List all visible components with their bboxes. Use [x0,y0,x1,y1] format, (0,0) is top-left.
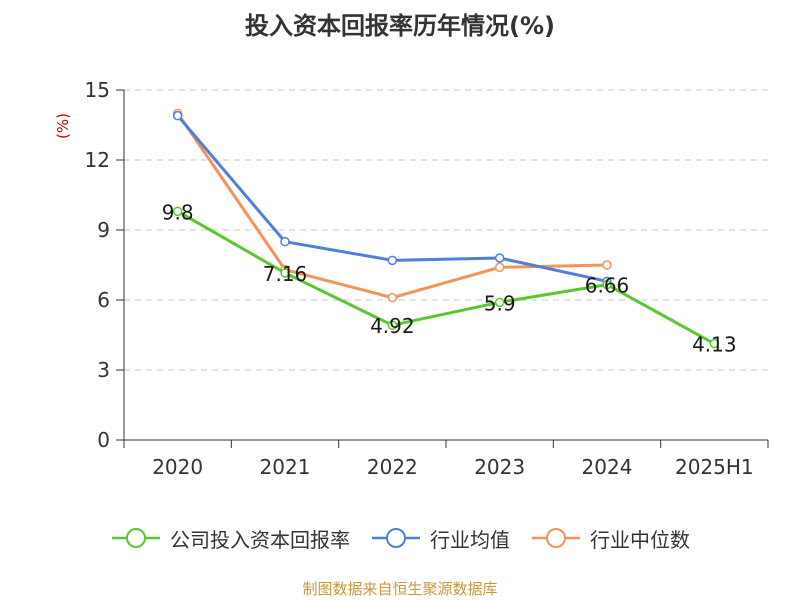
legend-label: 公司投入资本回报率 [170,527,350,552]
data-point [280,268,290,278]
legend-item-industry-median[interactable]: 行业中位数 [530,524,690,553]
x-tick-label: 2020 [152,455,203,479]
legend-marker-icon [372,528,420,548]
data-point [280,236,290,247]
data-label: 4.92 [370,314,415,338]
data-source-note: 制图数据来自恒生聚源数据库 [302,580,498,598]
y-tick-label: 0 [97,428,110,452]
data-label: 7.16 [263,262,308,286]
data-point [494,297,505,308]
data-point [709,338,720,349]
y-tick-label: 9 [97,218,110,242]
data-point [172,110,183,121]
x-tick-label: 2023 [474,455,525,479]
series-line [176,210,716,345]
x-tick-label: 2024 [582,455,633,479]
x-tick-label: 2022 [367,455,418,479]
series-line [176,112,608,300]
data-point [494,253,505,263]
data-label: 9.8 [162,200,194,224]
data-point [387,320,398,330]
data-labels: 9.8 7.16 4.92 5.9 6.66 4.13 [162,200,737,356]
y-tick-label: 3 [97,358,110,382]
data-point [172,206,183,217]
legend-item-company[interactable]: 公司投入资本回报率 [110,524,350,553]
y-axis-label: (%) [54,113,72,139]
chart-legend: 公司投入资本回报率 行业均值 行业中位数 [0,518,800,558]
grid-lines [124,89,768,371]
legend-marker-icon [532,528,580,548]
data-point [602,279,612,290]
legend-item-industry-mean[interactable]: 行业均值 [370,524,510,553]
legend-label: 行业均值 [430,527,510,552]
data-point [387,292,398,303]
x-tick-label: 2025H1 [675,455,754,479]
data-label: 4.13 [692,333,737,357]
data-point [494,262,505,273]
series-lines [172,108,720,349]
y-tick-label: 15 [85,78,110,102]
legend-marker-icon [112,528,160,548]
legend-label: 行业中位数 [590,527,690,552]
data-point [387,255,398,266]
axes: 0 3 6 9 12 15 2020 2021 2022 2023 2024 2025H1 [85,78,769,479]
y-tick-label: 12 [85,148,110,172]
data-label: 6.66 [585,274,630,298]
data-label: 5.9 [484,291,516,315]
y-tick-label: 6 [97,288,110,312]
chart-title: 投入资本回报率历年情况(%) [245,12,555,40]
data-point [602,260,612,270]
x-tick-label: 2021 [260,455,311,479]
